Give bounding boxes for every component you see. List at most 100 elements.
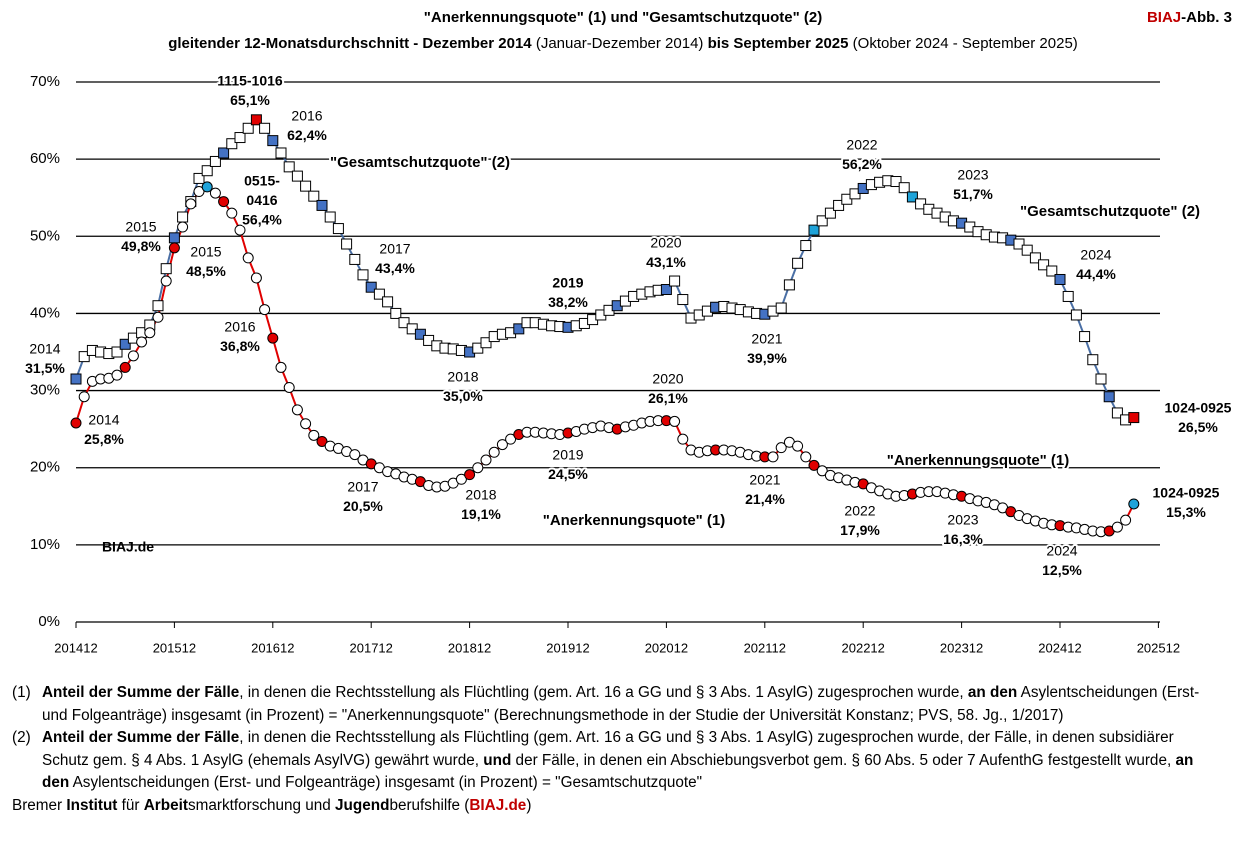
x-tick-label: 201512	[153, 640, 196, 655]
series-label: "Anerkennungsquote" (1)	[543, 512, 726, 529]
data-label: 44,4%	[1076, 266, 1116, 282]
badge: BIAJ-Abb. 3	[1147, 9, 1232, 26]
marker	[1054, 273, 1066, 285]
footer-part: Bremer	[12, 796, 67, 814]
footnote-part: , in denen die Rechtsstellung als Flücht…	[42, 729, 1174, 769]
label-period: 2023	[957, 167, 988, 183]
marker	[513, 323, 525, 335]
marker	[480, 454, 492, 466]
data-label: 65,1%	[230, 92, 270, 108]
series-line	[75, 185, 1135, 533]
subtitle-part: bis September 2025	[703, 35, 848, 52]
label-period: 0515-	[244, 173, 280, 189]
y-tick-label: 20%	[30, 459, 60, 476]
marker	[792, 440, 804, 452]
marker	[464, 469, 476, 481]
marker	[414, 328, 426, 340]
marker	[833, 199, 845, 211]
y-tick-label: 0%	[38, 613, 60, 630]
marker	[1103, 391, 1115, 403]
data-label: 49,8%	[121, 238, 161, 254]
series-label: "Anerkennungsquote" (1)	[887, 452, 1070, 469]
marker	[226, 207, 238, 219]
data-label: 31,5%	[25, 360, 65, 376]
data-label: 56,4%	[242, 212, 282, 228]
marker	[152, 311, 164, 323]
footer-part: smarktforschung und	[187, 796, 336, 814]
data-label: 35,0%	[443, 388, 483, 404]
label-period: 2017	[379, 241, 410, 257]
marker	[78, 391, 90, 403]
marker	[669, 415, 681, 427]
footnote-part: Asylentscheidungen (Erst- und Folgeanträ…	[42, 684, 1200, 724]
marker	[1046, 265, 1058, 277]
y-tick-label: 60%	[30, 150, 60, 167]
footnote-part: an den	[42, 751, 1194, 792]
subtitle-part: gleitender 12-Monatsdurchschnitt - Dezem…	[168, 35, 536, 52]
marker	[119, 361, 131, 373]
data-label: 24,5%	[548, 466, 588, 482]
marker	[365, 281, 377, 293]
data-label: 39,9%	[747, 350, 787, 366]
marker	[1013, 238, 1025, 250]
y-tick-label: 70%	[30, 73, 60, 90]
badge-part: BIAJ	[1147, 9, 1181, 26]
marker	[808, 224, 820, 236]
x-tick-label: 201412	[54, 640, 97, 655]
data-label: 25,8%	[84, 431, 124, 447]
label-period: 2024	[1046, 543, 1077, 559]
marker	[373, 288, 385, 300]
marker	[168, 232, 180, 244]
marker	[70, 373, 82, 385]
marker	[267, 135, 279, 147]
marker	[660, 284, 672, 296]
footnote-text: Anteil der Summe der Fälle, in denen die…	[42, 682, 1212, 727]
label-period: 0416	[246, 192, 277, 208]
marker	[398, 317, 410, 329]
marker	[767, 451, 779, 463]
label-period: 2018	[465, 487, 496, 503]
footer-part: berufshilfe (	[389, 796, 470, 814]
label-period: 2022	[846, 137, 877, 153]
data-label: 19,1%	[461, 506, 501, 522]
marker	[1070, 309, 1082, 321]
marker	[800, 451, 812, 463]
marker	[472, 462, 484, 474]
footnote-part: , in denen die Rechtsstellung als Flücht…	[239, 684, 968, 701]
footer-part: )	[526, 796, 532, 814]
marker	[349, 253, 361, 265]
label-period: 2015	[190, 244, 221, 260]
marker	[390, 307, 402, 319]
chart-title: "Anerkennungsquote" (1) und "Gesamtschut…	[424, 9, 822, 26]
marker	[209, 155, 221, 167]
marker	[783, 279, 795, 291]
series-line	[75, 118, 1135, 421]
marker	[775, 302, 787, 314]
data-label: 36,8%	[220, 338, 260, 354]
x-tick-label: 201812	[448, 640, 491, 655]
marker	[201, 181, 213, 193]
marker	[300, 418, 312, 430]
label-period: 2017	[347, 479, 378, 495]
marker	[816, 215, 828, 227]
label-period: 2019	[552, 275, 583, 291]
marker	[455, 473, 467, 485]
marker	[349, 449, 361, 461]
marker	[127, 350, 139, 362]
marker	[324, 211, 336, 223]
data-label: 20,5%	[343, 498, 383, 514]
marker	[152, 300, 164, 312]
label-period: 2024	[1080, 247, 1111, 263]
marker	[1038, 259, 1050, 271]
subtitle: gleitender 12-Monatsdurchschnitt - Dezem…	[168, 35, 1078, 52]
footnote-part: Asylentscheidungen (Erst- und Folgeanträ…	[69, 774, 703, 791]
data-label: 16,3%	[943, 531, 983, 547]
data-label: 51,7%	[953, 186, 993, 202]
marker	[341, 238, 353, 250]
marker	[291, 404, 303, 416]
x-tick-label: 202012	[645, 640, 688, 655]
footer-part: für	[117, 796, 144, 814]
marker	[300, 180, 312, 192]
marker	[332, 223, 344, 235]
marker	[1062, 290, 1074, 302]
